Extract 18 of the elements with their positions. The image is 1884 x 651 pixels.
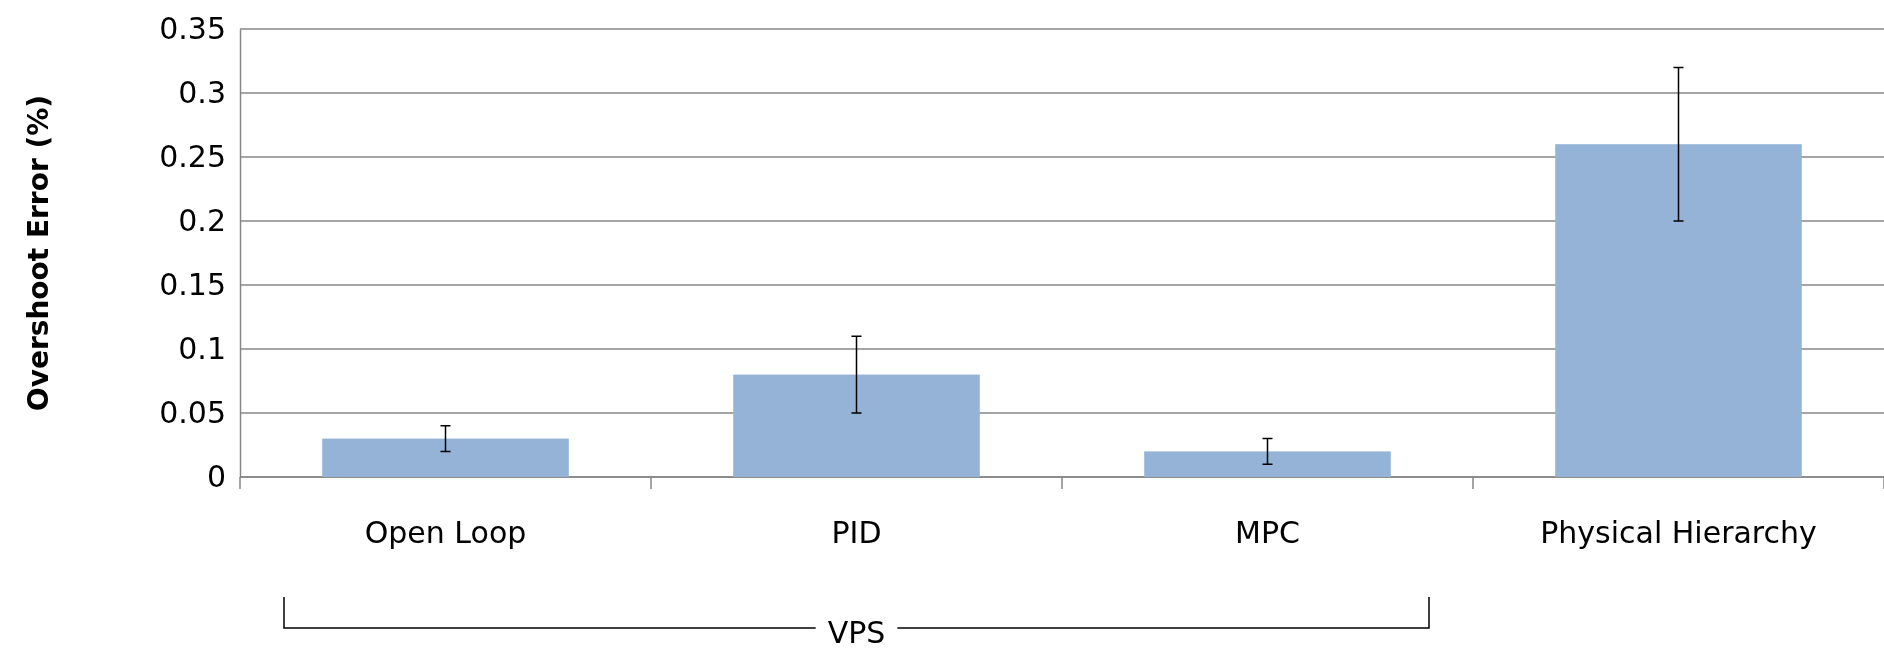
x-tick-label: Physical Hierarchy bbox=[1540, 515, 1817, 550]
y-tick-label: 0.25 bbox=[159, 139, 226, 175]
x-tick-label: Open Loop bbox=[364, 515, 527, 550]
text: VPS bbox=[827, 615, 886, 650]
bar bbox=[322, 438, 569, 477]
y-tick-label: 0.15 bbox=[159, 267, 226, 303]
y-tick-label: 0.05 bbox=[159, 395, 226, 431]
bar bbox=[733, 374, 980, 477]
bar bbox=[1144, 451, 1391, 477]
y-tick-label: 0.35 bbox=[159, 11, 226, 47]
y-axis-title: Overshoot Error (%) bbox=[22, 94, 55, 412]
y-tick-label: 0.1 bbox=[178, 331, 226, 367]
bar bbox=[1555, 144, 1802, 477]
x-tick-label: PID bbox=[831, 515, 882, 550]
y-tick-label: 0.2 bbox=[178, 203, 226, 239]
y-tick-label: 0 bbox=[206, 459, 226, 495]
y-tick-label: 0.3 bbox=[178, 75, 226, 111]
x-tick-label: MPC bbox=[1235, 515, 1300, 550]
